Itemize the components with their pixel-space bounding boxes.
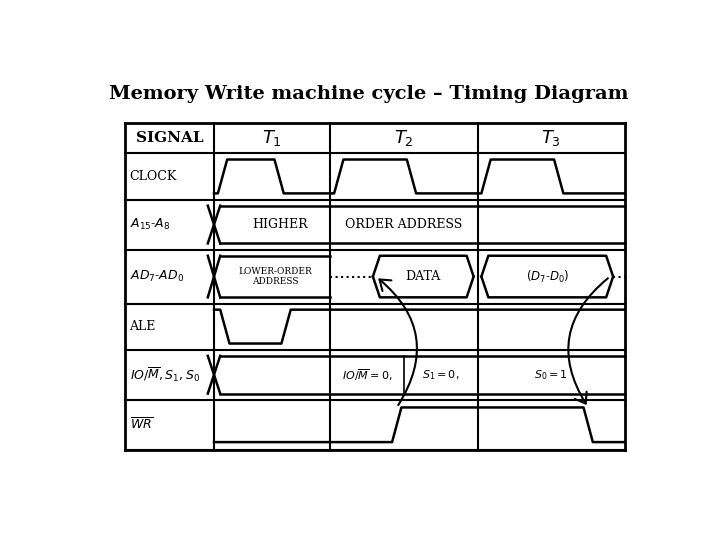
FancyArrowPatch shape xyxy=(568,278,608,403)
Text: $T_2$: $T_2$ xyxy=(394,128,414,148)
Text: ALE: ALE xyxy=(130,320,156,333)
Text: $IO/\overline{M},S_1,S_0$: $IO/\overline{M},S_1,S_0$ xyxy=(130,366,199,384)
Text: Memory Write machine cycle – Timing Diagram: Memory Write machine cycle – Timing Diag… xyxy=(109,85,629,103)
Text: $IO/\overline{M}=0,$: $IO/\overline{M}=0,$ xyxy=(342,367,392,383)
FancyArrowPatch shape xyxy=(379,280,417,405)
Text: $T_1$: $T_1$ xyxy=(262,128,282,148)
Text: HIGHER: HIGHER xyxy=(252,218,307,231)
Text: $AD_7$-$AD_0$: $AD_7$-$AD_0$ xyxy=(130,269,184,284)
Text: $S_1=0,$: $S_1=0,$ xyxy=(422,368,459,382)
Text: SIGNAL: SIGNAL xyxy=(135,131,203,145)
Text: CLOCK: CLOCK xyxy=(130,170,177,183)
Text: DATA: DATA xyxy=(405,270,441,283)
Text: ORDER ADDRESS: ORDER ADDRESS xyxy=(346,218,462,231)
Text: LOWER-ORDER
ADDRESS: LOWER-ORDER ADDRESS xyxy=(238,267,312,286)
Text: $A_{15}$-$A_8$: $A_{15}$-$A_8$ xyxy=(130,217,170,232)
Text: $\overline{WR}$: $\overline{WR}$ xyxy=(130,417,153,433)
Text: $S_0=1$: $S_0=1$ xyxy=(534,368,568,382)
Text: $T_3$: $T_3$ xyxy=(541,128,561,148)
Text: $(D_7$-$D_0)$: $(D_7$-$D_0)$ xyxy=(526,268,569,285)
